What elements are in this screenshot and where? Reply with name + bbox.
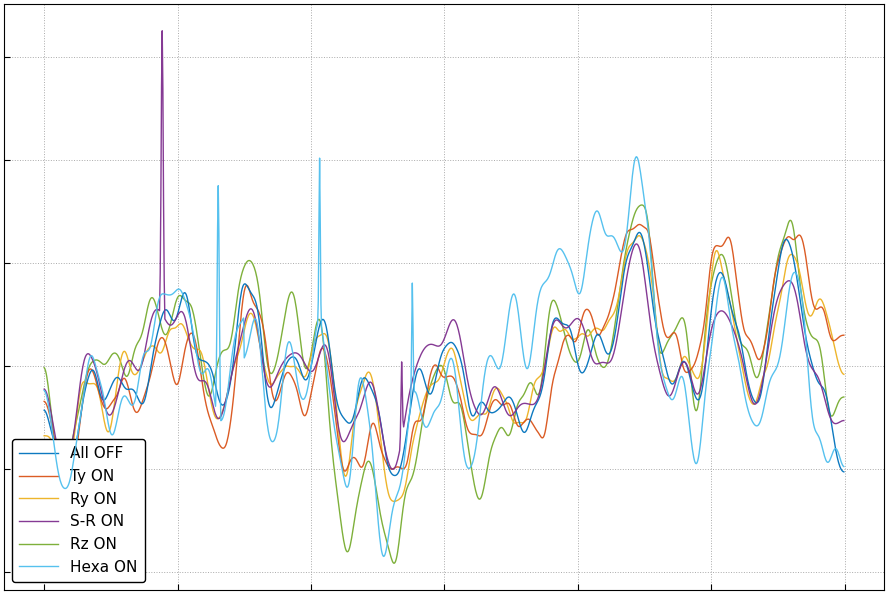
All OFF bbox=[308, 350, 319, 358]
Hexa ON bbox=[39, 387, 50, 394]
Rz ON bbox=[637, 201, 647, 208]
Rz ON bbox=[460, 422, 471, 429]
Rz ON bbox=[389, 560, 400, 567]
Ry ON bbox=[308, 342, 319, 349]
Hexa ON bbox=[838, 463, 849, 470]
Ry ON bbox=[838, 371, 849, 378]
Rz ON bbox=[385, 554, 396, 561]
Rz ON bbox=[173, 292, 184, 299]
All OFF bbox=[460, 378, 471, 386]
Rz ON bbox=[838, 393, 849, 400]
All OFF bbox=[838, 468, 849, 475]
Line: Rz ON: Rz ON bbox=[44, 205, 844, 563]
Ry ON bbox=[476, 410, 487, 417]
Ty ON bbox=[39, 398, 50, 405]
Hexa ON bbox=[173, 286, 184, 293]
Line: S-R ON: S-R ON bbox=[44, 31, 844, 469]
All OFF bbox=[385, 469, 396, 476]
Rz ON bbox=[145, 296, 155, 303]
Hexa ON bbox=[308, 343, 319, 350]
Ry ON bbox=[39, 432, 50, 440]
Hexa ON bbox=[386, 511, 397, 519]
Ty ON bbox=[386, 466, 397, 473]
S-R ON bbox=[388, 466, 399, 473]
Rz ON bbox=[308, 335, 319, 342]
Hexa ON bbox=[460, 456, 471, 463]
Line: All OFF: All OFF bbox=[44, 232, 844, 476]
Ty ON bbox=[59, 479, 70, 486]
S-R ON bbox=[174, 309, 185, 316]
Hexa ON bbox=[631, 153, 642, 160]
S-R ON bbox=[477, 410, 488, 418]
Hexa ON bbox=[145, 343, 155, 350]
Hexa ON bbox=[476, 394, 487, 402]
S-R ON bbox=[157, 27, 168, 34]
Ty ON bbox=[634, 221, 645, 228]
S-R ON bbox=[460, 366, 471, 374]
Hexa ON bbox=[378, 553, 389, 560]
Ry ON bbox=[389, 498, 400, 505]
S-R ON bbox=[386, 465, 397, 472]
Line: Hexa ON: Hexa ON bbox=[44, 157, 844, 557]
All OFF bbox=[390, 472, 400, 479]
Ty ON bbox=[460, 416, 471, 423]
All OFF bbox=[39, 407, 50, 414]
S-R ON bbox=[39, 386, 50, 393]
Legend: All OFF, Ty ON, Ry ON, S-R ON, Rz ON, Hexa ON: All OFF, Ty ON, Ry ON, S-R ON, Rz ON, He… bbox=[12, 439, 145, 582]
Ty ON bbox=[476, 431, 487, 438]
All OFF bbox=[173, 306, 184, 313]
Rz ON bbox=[476, 492, 487, 500]
All OFF bbox=[476, 399, 487, 406]
Line: Ry ON: Ry ON bbox=[44, 236, 844, 501]
Ty ON bbox=[174, 375, 185, 382]
S-R ON bbox=[838, 417, 849, 424]
Ry ON bbox=[145, 343, 155, 350]
Ry ON bbox=[460, 399, 471, 406]
Ry ON bbox=[634, 232, 645, 239]
Ty ON bbox=[309, 374, 320, 381]
Ty ON bbox=[838, 331, 849, 339]
Ry ON bbox=[385, 496, 396, 503]
Rz ON bbox=[39, 364, 50, 371]
All OFF bbox=[634, 229, 645, 236]
Ty ON bbox=[146, 371, 156, 378]
S-R ON bbox=[309, 365, 320, 372]
Line: Ty ON: Ty ON bbox=[44, 225, 844, 482]
Ry ON bbox=[173, 321, 184, 328]
S-R ON bbox=[145, 320, 155, 327]
All OFF bbox=[145, 368, 155, 375]
